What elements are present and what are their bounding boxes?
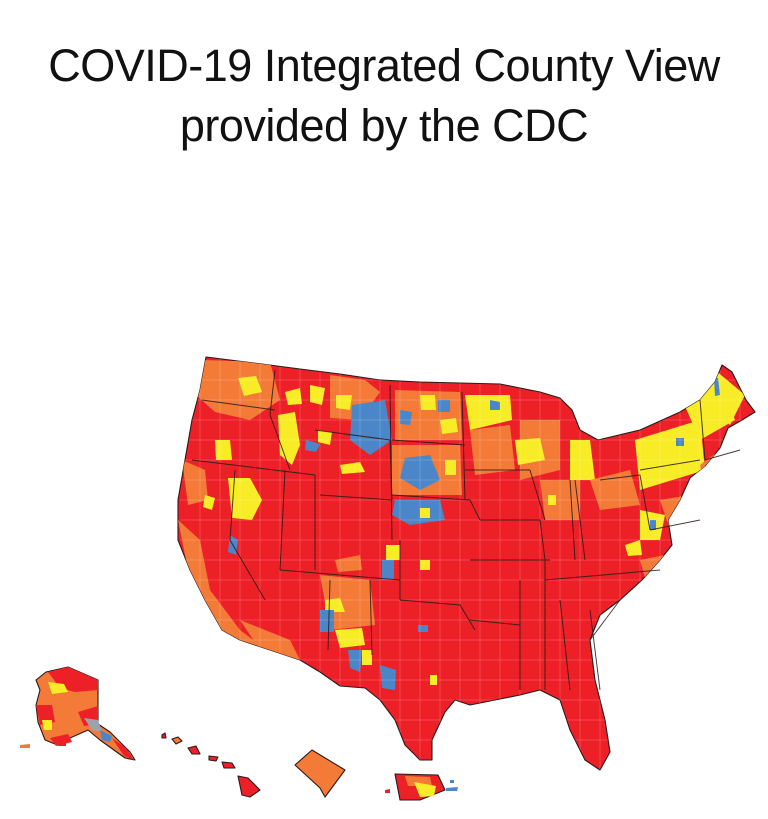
hawaii [161, 732, 261, 798]
puerto-rico [385, 773, 458, 801]
territory-inset [294, 749, 346, 798]
title-line-2: provided by the CDC [179, 100, 589, 151]
contiguous-us [177, 356, 756, 771]
map-title: COVID-19 Integrated County View provided… [0, 36, 768, 156]
alaska [20, 666, 136, 761]
title-line-1: COVID-19 Integrated County View [48, 40, 720, 91]
state-borders [191, 369, 741, 691]
